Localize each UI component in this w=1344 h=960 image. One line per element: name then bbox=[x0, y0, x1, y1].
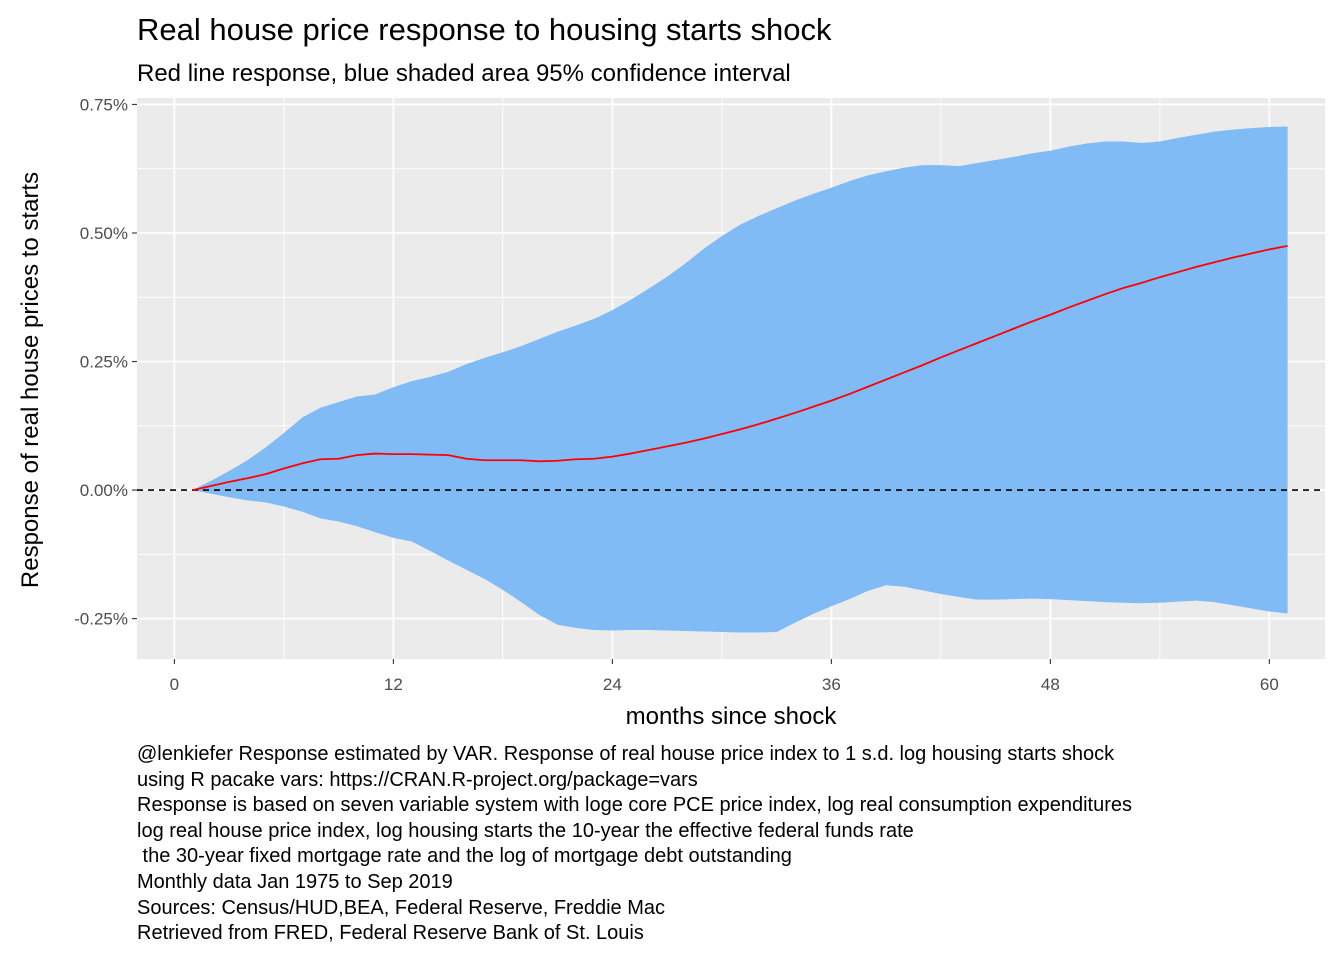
caption-line: Monthly data Jan 1975 to Sep 2019 bbox=[137, 870, 453, 893]
caption-line: Retrieved from FRED, Federal Reserve Ban… bbox=[137, 922, 644, 945]
x-tick-label: 0 bbox=[170, 675, 179, 694]
caption-line: using R pacake vars: https://CRAN.R-proj… bbox=[137, 768, 698, 791]
caption: @lenkiefer Response estimated by VAR. Re… bbox=[137, 742, 1132, 947]
caption-line: log real house price index, log housing … bbox=[137, 819, 914, 842]
confidence-band bbox=[192, 126, 1288, 633]
x-axis: 0 12 24 36 48 60 bbox=[170, 659, 1279, 694]
y-axis-title: Response of real house prices to starts bbox=[17, 172, 44, 588]
caption-line: the 30-year fixed mortgage rate and the … bbox=[137, 845, 792, 868]
x-tick-label: 60 bbox=[1260, 675, 1279, 694]
x-tick-label: 48 bbox=[1041, 675, 1060, 694]
x-tick-label: 24 bbox=[603, 675, 622, 694]
y-tick-label: -0.25% bbox=[74, 610, 128, 629]
y-tick-label: 0.75% bbox=[80, 95, 128, 114]
caption-line: Sources: Census/HUD,BEA, Federal Reserve… bbox=[137, 896, 665, 919]
x-axis-title: months since shock bbox=[626, 703, 838, 730]
chart-title: Real house price response to housing sta… bbox=[137, 12, 832, 47]
y-axis: -0.25% 0.00% 0.25% 0.50% 0.75% bbox=[74, 95, 137, 629]
response-line bbox=[192, 244, 1288, 491]
caption-line: @lenkiefer Response estimated by VAR. Re… bbox=[137, 743, 1115, 765]
y-tick-label: 0.50% bbox=[80, 224, 128, 243]
caption-line: Response is based on seven variable syst… bbox=[137, 794, 1132, 817]
chart-subtitle: Red line response, blue shaded area 95% … bbox=[137, 60, 791, 87]
x-tick-label: 36 bbox=[822, 675, 841, 694]
y-tick-label: 0.25% bbox=[80, 353, 128, 372]
x-tick-label: 12 bbox=[384, 675, 403, 694]
y-tick-label: 0.00% bbox=[80, 481, 128, 500]
